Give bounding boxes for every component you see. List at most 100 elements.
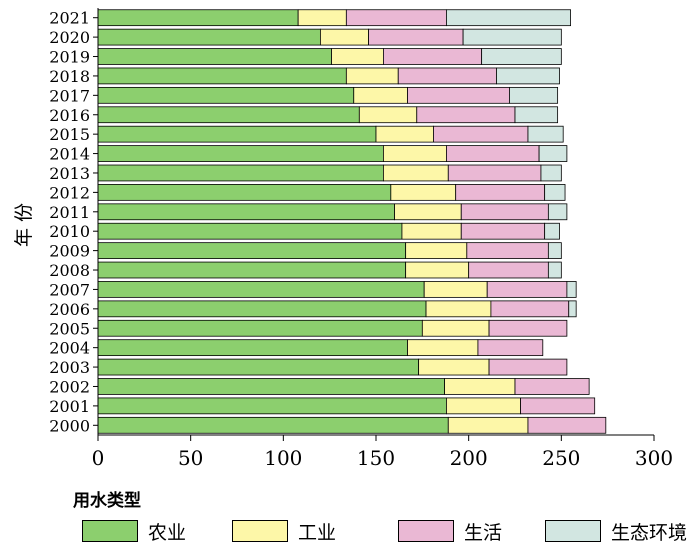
y-tick-label: 2009 <box>49 242 90 261</box>
bar-2015-series-3 <box>527 125 564 143</box>
x-tick-label: 250 <box>542 446 580 470</box>
bar-2017-series-3 <box>509 86 559 104</box>
bar-2006-series-1 <box>425 300 492 318</box>
bar-2005-series-0 <box>97 319 423 337</box>
y-axis-label: 年 份 <box>13 203 35 247</box>
bar-2002-series-1 <box>444 378 516 395</box>
bar-2004-series-2 <box>477 339 544 357</box>
bars-group <box>97 9 607 434</box>
bar-2021-series-2 <box>345 9 447 27</box>
y-tick-label: 2011 <box>49 203 90 222</box>
x-tick-label: 50 <box>178 446 203 470</box>
y-tick-label: 2018 <box>49 67 90 86</box>
bar-2005-series-2 <box>488 319 568 337</box>
bar-2011-series-2 <box>460 203 549 221</box>
bar-2012-series-3 <box>544 184 566 201</box>
bar-2004-series-0 <box>97 339 408 357</box>
bar-2002-series-0 <box>97 378 445 395</box>
bar-2015-series-2 <box>433 125 529 143</box>
bar-2010-series-2 <box>460 222 546 240</box>
bar-2008-series-1 <box>405 261 470 279</box>
legend-swatch-ecological <box>545 520 601 542</box>
bar-2000-series-0 <box>97 416 449 434</box>
bar-2006-series-2 <box>490 300 570 318</box>
y-tick-label: 2008 <box>49 261 90 280</box>
y-tick-label: 2003 <box>49 358 90 377</box>
bar-2017-series-0 <box>97 86 355 104</box>
legend-label-domestic: 生活 <box>464 521 503 544</box>
bar-2021-series-3 <box>446 9 571 27</box>
bar-2015-series-1 <box>375 125 434 143</box>
bar-2016-series-2 <box>416 106 516 124</box>
bar-2016-series-0 <box>97 106 360 124</box>
y-tick-label: 2020 <box>49 28 90 47</box>
bar-2006-series-0 <box>97 300 427 318</box>
y-tick-label: 2010 <box>49 222 90 241</box>
bar-2020-series-2 <box>368 28 464 46</box>
bar-2004-series-1 <box>407 339 479 357</box>
bar-2007-series-1 <box>423 281 488 298</box>
y-tick-label: 2012 <box>49 183 90 202</box>
bar-2007-series-2 <box>486 281 568 298</box>
bar-2014-series-3 <box>538 145 568 162</box>
bar-2013-series-1 <box>383 164 449 182</box>
bar-2008-series-2 <box>468 261 549 279</box>
bar-2017-series-1 <box>353 86 408 104</box>
legend-label-industry: 工业 <box>298 521 337 544</box>
bar-2003-series-0 <box>97 358 420 376</box>
y-axis-ticks: 2021202020192018201720162015201420132012… <box>49 9 98 435</box>
y-tick-label: 2000 <box>49 416 90 435</box>
x-tick-label: 200 <box>450 446 488 470</box>
bar-2012-series-2 <box>455 184 546 201</box>
legend-item-domestic: 生活 <box>398 518 502 544</box>
bar-2010-series-1 <box>401 222 462 240</box>
bar-2011-series-1 <box>394 203 462 221</box>
legend-item-industry: 工业 <box>232 518 336 544</box>
bar-2006-series-3 <box>568 300 577 318</box>
bar-2020-series-3 <box>462 28 562 46</box>
bar-2014-series-1 <box>383 145 447 162</box>
bar-2009-series-3 <box>547 242 562 259</box>
bar-2013-series-2 <box>447 164 542 182</box>
bar-2001-series-1 <box>446 397 521 415</box>
bar-2011-series-0 <box>97 203 395 221</box>
bar-2011-series-3 <box>547 203 568 221</box>
legend-item-agriculture: 农业 <box>82 518 186 544</box>
bar-2012-series-1 <box>390 184 457 201</box>
x-tick-label: 300 <box>635 446 673 470</box>
bar-2007-series-3 <box>566 281 577 298</box>
bar-2008-series-0 <box>97 261 407 279</box>
bar-2009-series-2 <box>466 242 549 259</box>
y-tick-label: 2015 <box>49 125 90 144</box>
bar-2019-series-1 <box>331 48 384 65</box>
bar-2001-series-0 <box>97 397 447 415</box>
x-axis-ticks: 0 50 100 150 200 250 300 <box>92 435 673 470</box>
bar-2019-series-2 <box>383 48 483 65</box>
y-tick-label: 2005 <box>49 319 90 338</box>
legend-label-ecological: 生态环境 <box>611 521 688 544</box>
bar-2016-series-3 <box>514 106 559 124</box>
bar-2019-series-0 <box>97 48 332 65</box>
legend-label-agriculture: 农业 <box>148 521 187 544</box>
bar-2003-series-1 <box>418 358 490 376</box>
bar-2018-series-1 <box>345 67 399 85</box>
bar-2010-series-0 <box>97 222 403 240</box>
bar-2009-series-1 <box>405 242 468 259</box>
bar-2013-series-3 <box>540 164 562 182</box>
bar-2007-series-0 <box>97 281 425 298</box>
bar-2013-series-0 <box>97 164 384 182</box>
bar-2020-series-0 <box>97 28 321 46</box>
stacked-bar-chart: 2021202020192018201720162015201420132012… <box>13 8 673 470</box>
bar-2010-series-3 <box>544 222 560 240</box>
y-tick-label: 2014 <box>49 145 90 164</box>
bar-2018-series-3 <box>496 67 560 85</box>
bar-2018-series-2 <box>397 67 497 85</box>
y-tick-label: 2004 <box>49 339 90 358</box>
legend-swatch-domestic <box>398 520 454 542</box>
y-tick-label: 2002 <box>49 377 90 396</box>
y-tick-label: 2016 <box>49 106 90 125</box>
bar-2000-series-1 <box>447 416 529 434</box>
y-tick-label: 2021 <box>49 9 90 28</box>
bar-2015-series-0 <box>97 125 377 143</box>
y-tick-label: 2007 <box>49 280 90 299</box>
